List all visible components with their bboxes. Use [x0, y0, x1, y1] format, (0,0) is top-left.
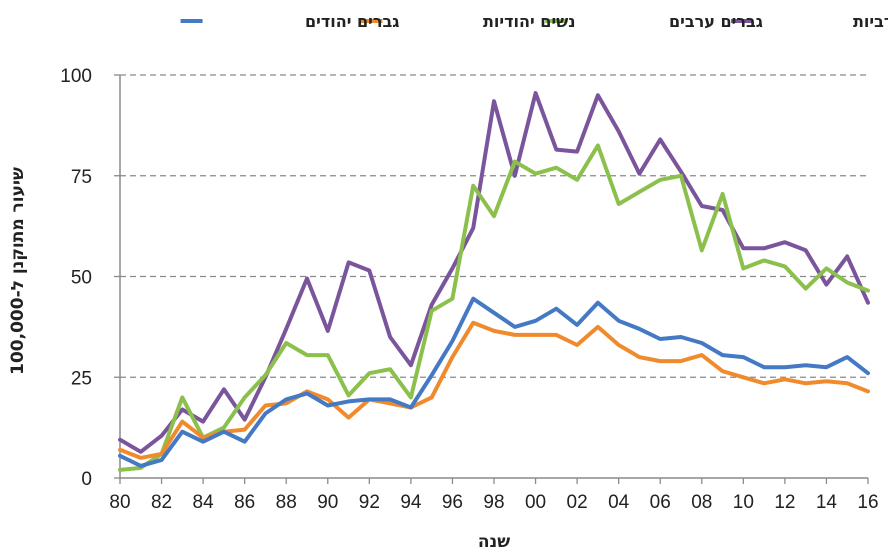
x-tick-label: 02	[567, 492, 588, 513]
x-tick-label: 04	[608, 492, 630, 513]
x-tick-label: 10	[733, 492, 754, 513]
x-tick-label: 00	[525, 492, 546, 513]
y-tick-label: 50	[71, 268, 92, 289]
x-tick-label: 06	[650, 492, 671, 513]
series-line	[118, 320, 870, 460]
x-tick-label: 12	[774, 492, 795, 513]
series-lines	[118, 91, 870, 472]
x-tick-labels: 80 82 84 86 88 90 92 94 96 98 00 02 04 06 08 10 12 14 16	[109, 478, 879, 513]
series-line	[118, 91, 870, 454]
x-tick-label: 88	[276, 492, 297, 513]
legend-label: נשים יהודיות	[483, 12, 576, 31]
legend: נשים ערביות גברים ערבים נשים יהודיות גברים …	[180, 12, 888, 31]
series-line	[118, 296, 870, 468]
legend-label: גברים יהודים	[305, 12, 399, 31]
x-tick-label: 80	[109, 492, 130, 513]
legend-label: גברים ערבים	[669, 12, 763, 31]
y-axis-title: שיעור מתוקנן ל-100,000	[8, 167, 28, 375]
legend-label: נשים ערביות	[853, 12, 888, 31]
x-tick-label: 14	[816, 492, 838, 513]
x-tick-label: 90	[317, 492, 338, 513]
x-tick-label: 16	[857, 492, 878, 513]
y-tick-labels: 0 25 50 75 100	[60, 66, 120, 490]
y-tick-label: 100	[60, 66, 92, 87]
x-tick-label: 96	[442, 492, 463, 513]
x-tick-label: 82	[151, 492, 172, 513]
x-tick-label: 94	[400, 492, 422, 513]
x-axis-title: שנה	[478, 532, 510, 552]
y-tick-label: 75	[71, 167, 92, 188]
x-tick-label: 86	[234, 492, 255, 513]
y-tick-label: 0	[81, 469, 92, 490]
x-tick-label: 98	[483, 492, 504, 513]
x-tick-label: 08	[691, 492, 712, 513]
y-tick-label: 25	[71, 368, 92, 389]
series-line	[118, 143, 870, 472]
x-tick-label: 84	[193, 492, 215, 513]
x-tick-label: 92	[359, 492, 380, 513]
